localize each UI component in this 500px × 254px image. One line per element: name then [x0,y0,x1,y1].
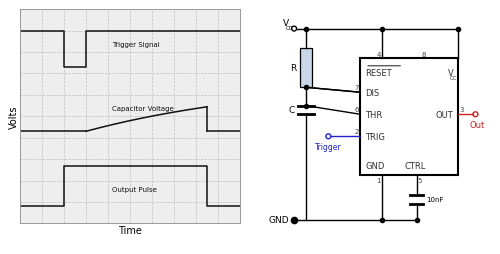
Text: 8: 8 [422,52,426,57]
Text: CTRL: CTRL [404,162,425,170]
Text: Capacitor Voltage: Capacitor Voltage [112,105,174,112]
Text: C: C [288,106,294,115]
Text: 1: 1 [376,177,381,183]
Text: RESET: RESET [365,69,392,78]
Text: Trigger Signal: Trigger Signal [112,41,160,47]
Text: GND: GND [365,162,384,170]
Text: 3: 3 [460,107,464,113]
X-axis label: Time: Time [118,225,142,235]
Text: 4: 4 [376,52,381,57]
Text: CC: CC [286,26,294,31]
Text: Trigger: Trigger [315,143,342,152]
Text: Output Pulse: Output Pulse [112,186,158,193]
Text: R: R [290,64,296,73]
Text: V: V [283,19,289,28]
Text: 10nF: 10nF [426,197,444,202]
Text: THR: THR [365,110,382,119]
Bar [360,59,458,176]
Text: Out: Out [469,121,484,130]
Text: OUT: OUT [436,110,454,119]
Text: 5: 5 [418,177,422,183]
Text: TRIG: TRIG [365,132,385,141]
Text: 6: 6 [354,107,359,113]
Text: GND: GND [268,215,289,224]
Text: 2: 2 [354,129,359,135]
Text: CC: CC [450,75,457,80]
Text: DIS: DIS [365,88,380,97]
Y-axis label: Volts: Volts [8,105,18,129]
Text: 7: 7 [354,85,359,91]
Text: V: V [448,69,454,78]
Bar [300,49,312,88]
